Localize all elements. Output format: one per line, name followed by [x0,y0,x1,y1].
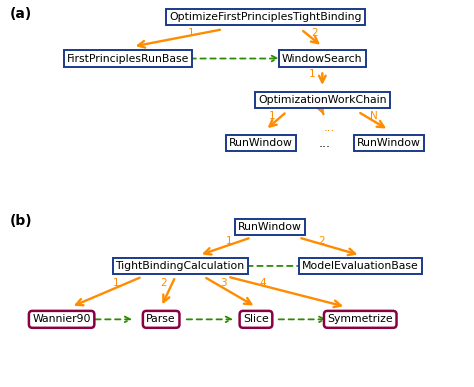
Text: (a): (a) [9,7,32,21]
Text: RunWindow: RunWindow [238,222,302,232]
Text: Wannier90: Wannier90 [32,314,91,324]
Text: OptimizeFirstPrinciplesTightBinding: OptimizeFirstPrinciplesTightBinding [169,12,362,22]
Text: Slice: Slice [243,314,269,324]
Text: TightBindingCalculation: TightBindingCalculation [116,261,245,271]
Text: WindowSearch: WindowSearch [282,53,363,63]
Text: OptimizationWorkChain: OptimizationWorkChain [258,95,387,105]
Text: 1: 1 [226,236,233,247]
Text: RunWindow: RunWindow [357,138,420,148]
Text: 1: 1 [309,69,315,79]
Text: 3: 3 [220,278,227,288]
Text: ...: ... [324,122,335,134]
Text: (b): (b) [9,214,32,228]
Text: 1: 1 [188,28,194,38]
Text: 1: 1 [113,278,119,288]
Text: 1: 1 [268,111,275,121]
Text: Parse: Parse [146,314,176,324]
Text: FirstPrinciplesRunBase: FirstPrinciplesRunBase [67,53,189,63]
Text: N: N [370,111,378,121]
Text: Symmetrize: Symmetrize [328,314,393,324]
Text: 2: 2 [311,28,318,38]
Text: ModelEvaluationBase: ModelEvaluationBase [302,261,419,271]
Text: 4: 4 [260,278,266,288]
Text: ...: ... [319,137,331,149]
Text: RunWindow: RunWindow [229,138,292,148]
Text: 2: 2 [319,236,325,247]
Text: 2: 2 [160,278,167,288]
